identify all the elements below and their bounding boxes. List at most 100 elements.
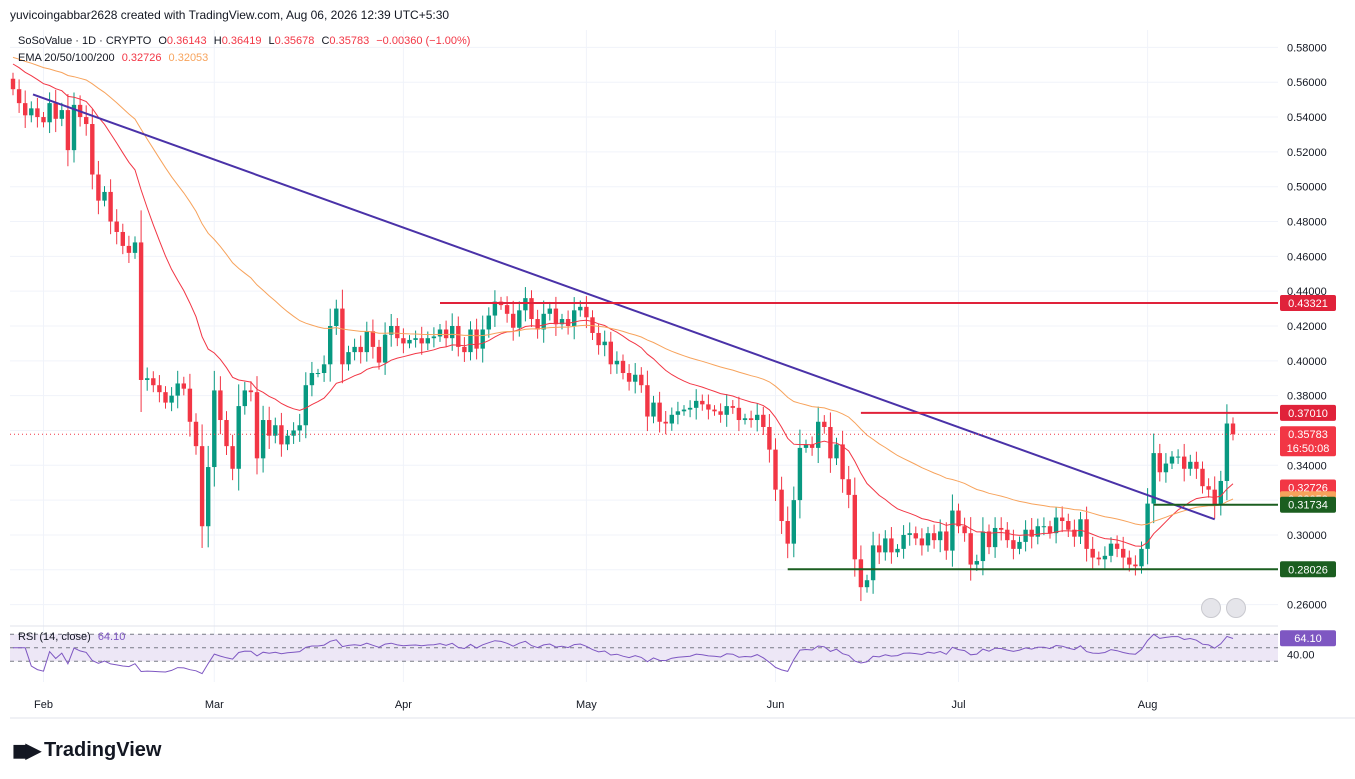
price-tag-label: 0.28026 [1288, 564, 1328, 576]
candle-body [29, 108, 34, 116]
candle-body [1011, 540, 1016, 549]
candle-body [187, 388, 193, 422]
candle-body [919, 538, 925, 546]
candle-body [1029, 529, 1034, 537]
candle-body [157, 385, 162, 393]
candle-body [700, 400, 705, 405]
candle-body [517, 310, 522, 328]
candle-body [559, 319, 565, 325]
candle-body [395, 326, 400, 339]
candle-body [291, 430, 296, 436]
candle-body [309, 373, 315, 386]
y-tick-label: 0.38000 [1287, 391, 1327, 403]
candle-body [773, 449, 778, 490]
low-value: 0.35678 [274, 35, 315, 47]
price-tag [1280, 294, 1336, 311]
candle-body [541, 313, 546, 330]
candle-body [767, 426, 772, 450]
candle-body [895, 548, 900, 553]
candle-body [321, 364, 327, 374]
candle-body [468, 329, 473, 353]
candle-body [901, 534, 906, 549]
candle-body [169, 395, 174, 403]
candle-body [248, 390, 254, 393]
ema20-line [12, 63, 1234, 547]
candle-body [523, 298, 528, 311]
candle-body [1108, 543, 1114, 556]
candle-body [706, 404, 711, 410]
close-label: C [321, 35, 330, 47]
candle-body [877, 545, 882, 553]
candle-body [962, 526, 967, 534]
candle-body [90, 124, 95, 175]
candle-body [1017, 541, 1022, 549]
candle-body [858, 559, 864, 588]
candle-body [1066, 521, 1071, 530]
ema20-value: 0.32726 [121, 52, 162, 64]
price-tag-label: 0.31734 [1288, 500, 1328, 512]
candle-body [779, 489, 784, 522]
candle-body [230, 446, 235, 469]
price-tag-label: 0.35783 [1288, 429, 1328, 441]
x-tick-label: Apr [395, 699, 412, 711]
y-tick-label: 0.50000 [1287, 182, 1327, 194]
candle-body [1041, 526, 1047, 528]
candle-body [602, 341, 607, 346]
candle-body [407, 339, 412, 344]
candle-body [126, 245, 132, 253]
candle-body [761, 414, 766, 427]
candle-body [651, 402, 656, 417]
x-tick-label: Feb [34, 699, 53, 711]
candle-body [315, 373, 321, 375]
candle-body [980, 531, 986, 562]
candle-body [370, 331, 376, 347]
candle-body [346, 352, 351, 365]
candle-body [138, 242, 144, 380]
us-flag-icon[interactable] [1201, 598, 1221, 618]
candle-body [974, 561, 979, 565]
low-label: L [268, 35, 275, 47]
candle-body [340, 308, 345, 365]
candle-body [870, 545, 876, 581]
price-tag-label: 0.43321 [1288, 298, 1328, 310]
ema50-value: 0.32053 [168, 52, 209, 64]
candle-body [364, 331, 369, 353]
candle-body [1175, 456, 1181, 458]
candle-body [986, 531, 992, 548]
rsi-line [13, 633, 1234, 675]
candle-body [303, 385, 308, 426]
candle-body [529, 298, 534, 320]
tv-logo-icon: ◼▶ [12, 740, 41, 762]
change-value: −0.00360 (−1.00%) [376, 35, 471, 47]
candle-body [334, 308, 339, 326]
candle-body [846, 479, 851, 495]
candle-body [437, 329, 443, 337]
candle-body [413, 338, 418, 340]
x-tick-label: Aug [1138, 699, 1158, 711]
candle-body [578, 306, 583, 311]
candle-body [864, 580, 870, 588]
candle-body [925, 533, 931, 546]
candle-body [212, 390, 217, 468]
candle-body [376, 346, 382, 363]
candle-body [236, 406, 241, 469]
candle-body [492, 301, 498, 316]
candle-body [822, 421, 827, 427]
candle-body [254, 392, 260, 459]
candle-body [1163, 463, 1169, 473]
candle-body [718, 411, 723, 415]
candle-body [639, 374, 644, 386]
candle-body [956, 510, 961, 527]
us-flag-icon[interactable] [1226, 598, 1246, 618]
candle-body [181, 383, 186, 389]
candle-body [883, 538, 888, 553]
candle-body [1060, 517, 1065, 522]
candle-body [992, 527, 998, 548]
candle-body [504, 305, 510, 314]
rsi-value-tag [1280, 630, 1336, 647]
candle-body [175, 383, 180, 396]
candle-body [547, 308, 552, 314]
candle-body [1200, 468, 1205, 487]
logo-text: TradingView [43, 739, 162, 761]
